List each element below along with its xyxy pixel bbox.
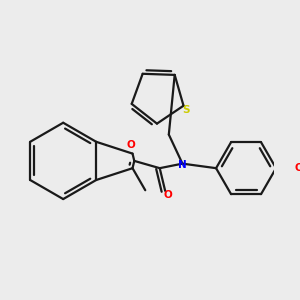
Text: S: S xyxy=(182,105,190,115)
Text: O: O xyxy=(126,140,135,150)
Text: N: N xyxy=(178,160,187,170)
Text: O: O xyxy=(164,190,172,200)
Text: O: O xyxy=(294,163,300,173)
